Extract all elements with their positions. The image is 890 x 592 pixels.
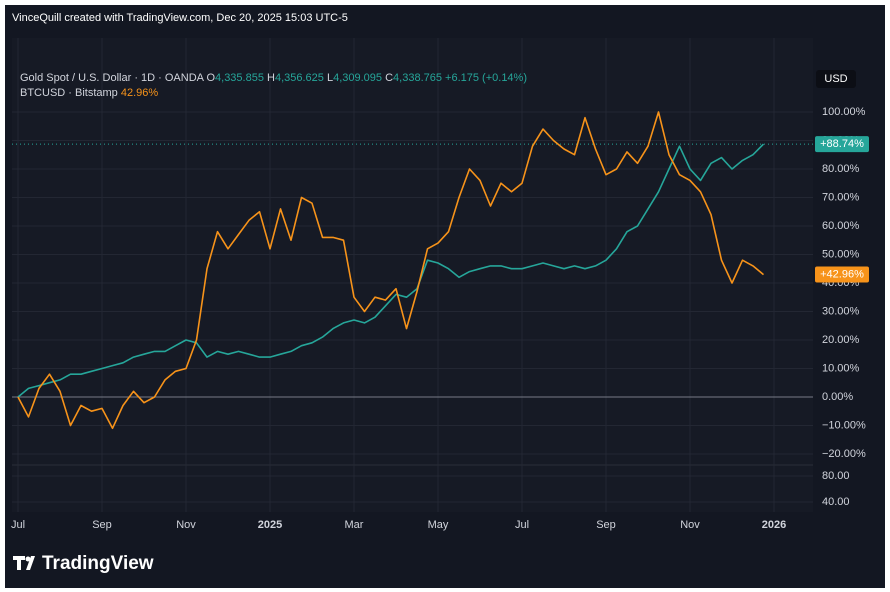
currency: USD: [824, 73, 847, 85]
y-tick-label: 20.00%: [822, 334, 860, 346]
x-tick-label: Sep: [596, 519, 616, 531]
y-tick-label: −10.00%: [822, 419, 866, 431]
price-badge: [815, 136, 869, 153]
logo-mark: [13, 556, 35, 570]
ohlc-value: 4,338.765: [393, 72, 442, 84]
y-tick-label: 0.00%: [822, 391, 853, 403]
x-tick-label: Sep: [92, 519, 112, 531]
y-tick-label: 60.00%: [822, 220, 860, 232]
y-tick-label: 10.00%: [822, 362, 860, 374]
y-tick-label: 80.00%: [822, 163, 860, 175]
x-tick-label: Jul: [11, 519, 25, 531]
series-line: [17, 111, 765, 430]
y-tick-label: 50.00%: [822, 248, 860, 260]
ohlc-value: 4,335.855: [215, 72, 264, 84]
ohlc-key: L: [327, 72, 333, 84]
ohlc-key: O: [206, 72, 215, 84]
x-tick-label: Jul: [515, 519, 529, 531]
ohlc-key: C: [385, 72, 393, 84]
x-tick-label: Mar: [345, 519, 364, 531]
ohlc-key: H: [267, 72, 275, 84]
currency-box: [816, 70, 856, 88]
ohlc-value: 4,309.095: [333, 72, 382, 84]
logo: [13, 556, 35, 570]
price-badge-label: +88.74%: [820, 138, 864, 150]
x-tick-label: May: [428, 519, 449, 531]
x-tick-label: Nov: [680, 519, 700, 531]
y-tick-label: 100.00%: [822, 106, 866, 118]
y-tick-label: −20.00%: [822, 448, 866, 460]
x-tick-label: 2025: [258, 519, 282, 531]
legend-change: +6.175 (+0.14%): [445, 72, 527, 84]
plot-bg: [12, 38, 813, 512]
ohlc-value: 4,356.625: [275, 72, 324, 84]
caption: VinceQuill created with TradingView.com,…: [12, 12, 348, 24]
legend-name: Gold Spot / U.S. Dollar · 1D · OANDA: [20, 72, 205, 84]
legend-gold: Gold Spot / U.S. Dollar · 1D · OANDA O4,…: [20, 72, 527, 84]
y2-tick-label: 80.00: [822, 470, 850, 482]
legend-btc: BTCUSD · Bitstamp 42.96%: [20, 87, 158, 99]
legend-value: 42.96%: [121, 87, 159, 99]
series-line: [17, 143, 765, 398]
y-tick-label: 70.00%: [822, 191, 860, 203]
x-tick-label: Nov: [176, 519, 196, 531]
price-badge-label: +42.96%: [820, 268, 864, 280]
y2-tick-label: 40.00: [822, 496, 850, 508]
price-badge: [815, 266, 869, 283]
y-tick-label: 30.00%: [822, 305, 860, 317]
logo-dot: [25, 556, 31, 562]
brand: TradingView: [42, 553, 154, 574]
legend-name: BTCUSD · Bitstamp: [20, 87, 118, 99]
x-tick-label: 2026: [762, 519, 786, 531]
